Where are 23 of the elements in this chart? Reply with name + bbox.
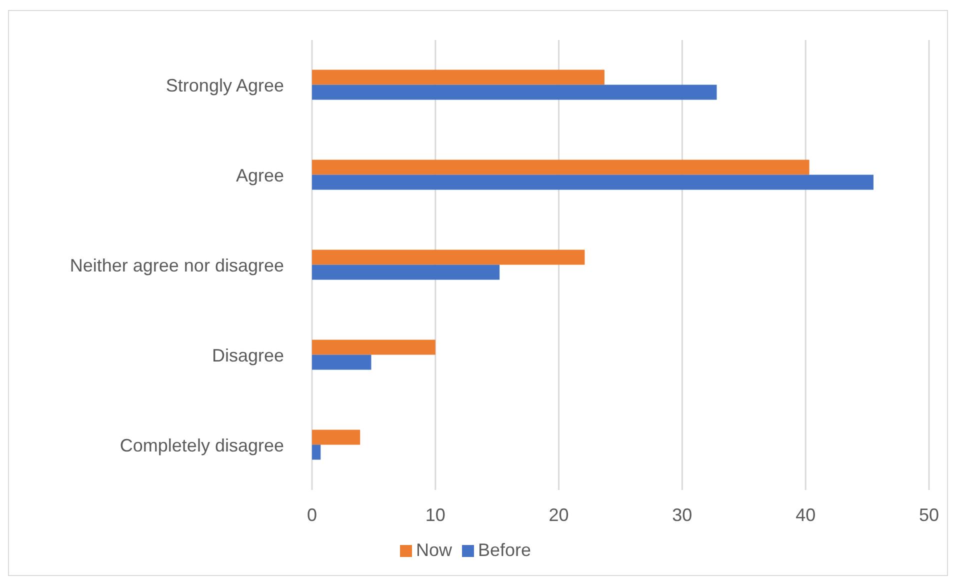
- x-tick-label: 30: [672, 504, 692, 525]
- x-tick-label: 40: [796, 504, 816, 525]
- bar: [312, 160, 810, 175]
- y-tick-label: Disagree: [212, 345, 284, 366]
- bar: [312, 340, 436, 355]
- legend-label: Before: [478, 540, 532, 560]
- x-tick-label: 10: [425, 504, 446, 525]
- y-tick-label: Neither agree nor disagree: [70, 255, 284, 276]
- bar: [312, 430, 360, 445]
- x-tick-label: 0: [306, 504, 318, 525]
- bar: [312, 444, 321, 460]
- bar: [312, 84, 717, 100]
- y-tick-label: Agree: [236, 165, 284, 186]
- bar: [312, 174, 874, 190]
- bar: [312, 354, 372, 370]
- bar: [312, 70, 604, 85]
- legend-label: Now: [416, 540, 452, 560]
- bar: [312, 250, 585, 265]
- x-tick-label: 50: [918, 504, 940, 525]
- y-tick-label: Strongly Agree: [166, 75, 284, 96]
- y-tick-label: Completely disagree: [120, 435, 284, 456]
- bar: [312, 264, 500, 280]
- x-tick-label: 20: [548, 504, 569, 525]
